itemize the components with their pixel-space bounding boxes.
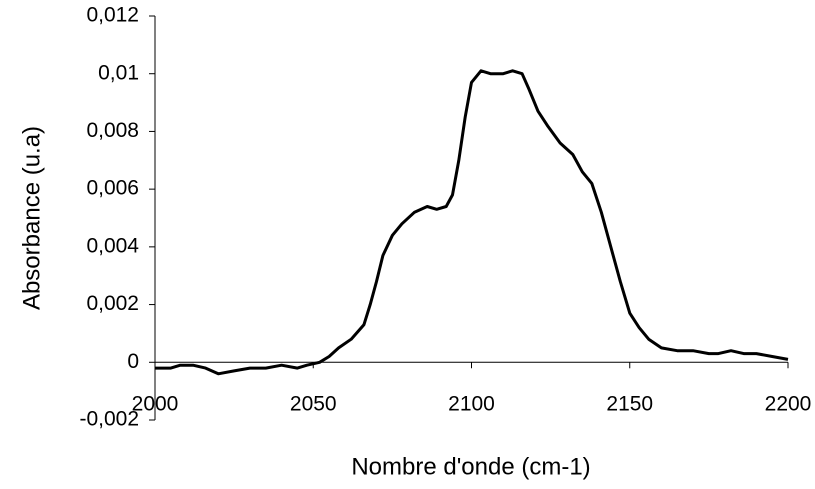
y-tick-label: 0,004 [86,234,139,257]
y-tick-label: 0,01 [98,61,139,84]
y-tick-label: 0,012 [86,4,139,27]
y-tick-label: 0 [127,350,139,373]
x-tick-label: 2200 [765,393,812,416]
y-tick-label: -0,002 [79,408,139,431]
y-tick-label: 0,002 [86,292,139,315]
y-tick-label: 0,006 [86,177,139,200]
x-tick-label: 2100 [448,393,495,416]
x-tick-label: 2050 [290,393,337,416]
x-tick-label: 2000 [132,393,179,416]
x-axis-title: Nombre d'onde (cm-1) [351,453,590,480]
x-tick-label: 2150 [606,393,653,416]
data-line [155,69,789,376]
y-tick-label: 0,008 [86,119,139,142]
y-axis-title: Absorbance (u.a) [18,126,45,310]
